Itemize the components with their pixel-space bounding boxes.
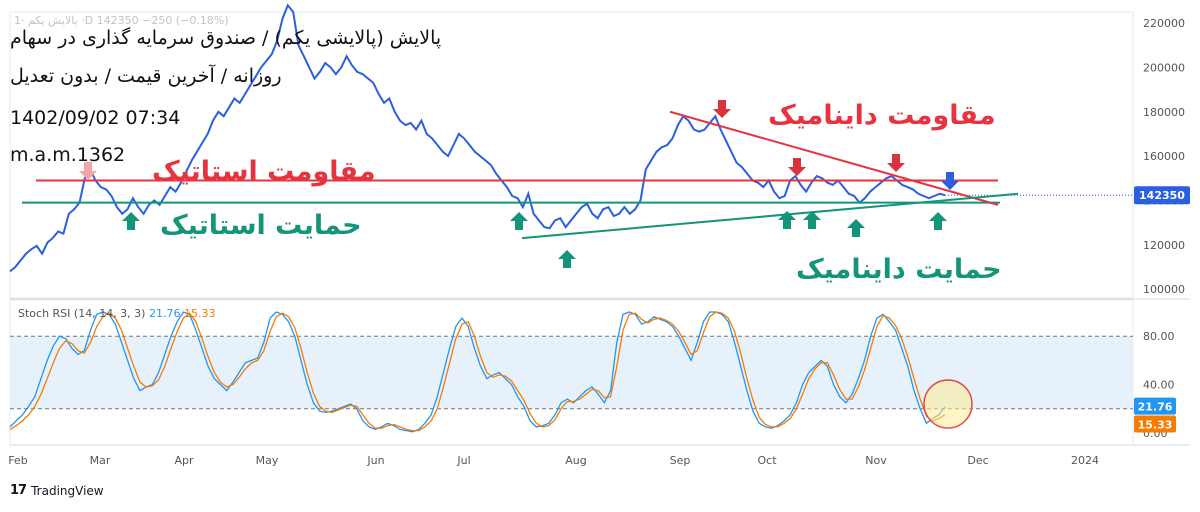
static-support-label: حمایت استاتیک bbox=[160, 210, 362, 241]
price-axis-tick: 160000 bbox=[1143, 150, 1185, 163]
down-arrow-icon bbox=[79, 162, 97, 180]
stoch-title: Stoch RSI (14, 14, 3, 3) bbox=[18, 307, 146, 320]
stoch-d-badge bbox=[1134, 415, 1176, 433]
up-arrow-icon bbox=[778, 211, 796, 229]
time-axis-tick: May bbox=[256, 454, 279, 467]
static-resistance-label: مقاومت استاتیک bbox=[152, 156, 376, 187]
stoch-line-1 bbox=[9, 311, 946, 432]
down-arrow-icon bbox=[713, 100, 731, 118]
chart-title: پالایش (پالایشی یکم) / صندوق سرمایه گذار… bbox=[10, 27, 442, 49]
dynamic-support-label: حمایت داینامیک bbox=[796, 254, 1002, 285]
time-axis-tick: Feb bbox=[8, 454, 27, 467]
time-axis-tick: Oct bbox=[757, 454, 777, 467]
time-axis-tick: Sep bbox=[670, 454, 691, 467]
last-price-label: 142350 bbox=[1139, 189, 1185, 202]
chart-datetime: 1402/09/02 07:34 bbox=[10, 107, 181, 129]
dynamic-resistance-line bbox=[669, 110, 999, 206]
stoch-line-0 bbox=[9, 311, 946, 433]
chart-subtitle: روزانه / آخرین قیمت / بدون تعدیل bbox=[10, 65, 282, 87]
price-pane-frame bbox=[9, 11, 1134, 299]
price-axis-tick: 100000 bbox=[1143, 283, 1185, 296]
up-arrow-icon bbox=[122, 212, 140, 230]
tradingview-logo[interactable]: 17 TradingView bbox=[10, 483, 104, 498]
last-price-badge bbox=[1134, 186, 1190, 205]
time-axis-tick: Aug bbox=[565, 454, 586, 467]
time-axis-tick: 2024 bbox=[1071, 454, 1099, 467]
down-arrow-icon bbox=[941, 172, 959, 190]
stoch-d-badge-label: 15.33 bbox=[1138, 418, 1173, 431]
tradingview-logo-text: TradingView bbox=[31, 483, 104, 498]
stoch-k-badge-label: 21.76 bbox=[1138, 401, 1173, 414]
price-axis-tick: 180000 bbox=[1143, 106, 1185, 119]
price-axis-tick: 120000 bbox=[1143, 239, 1185, 252]
stoch-highlight-circle bbox=[923, 379, 973, 429]
up-arrow-icon bbox=[929, 212, 947, 230]
stoch-axis-tick: 80.00 bbox=[1143, 330, 1175, 343]
chart-author: m.a.m.1362 bbox=[10, 144, 126, 166]
time-axis-tick: Nov bbox=[865, 454, 887, 467]
time-axis-tick: Dec bbox=[967, 454, 988, 467]
price-axis-tick: 220000 bbox=[1143, 17, 1185, 30]
up-arrow-icon bbox=[510, 212, 528, 230]
price-axis-tick: 200000 bbox=[1143, 61, 1185, 74]
stoch-d-value: 15.33 bbox=[183, 307, 216, 320]
stoch-k-value: 21.76 bbox=[148, 307, 181, 320]
down-arrow-icon bbox=[887, 154, 905, 172]
faded-symbol: پالایش یکم ·1 ·D 142350 −250 (−0.18%) bbox=[14, 14, 229, 27]
dynamic-support-line bbox=[521, 192, 1019, 240]
time-axis-tick: Apr bbox=[174, 454, 194, 467]
stoch-legend: Stoch RSI (14, 14, 3, 3) 21.76 15.33 bbox=[18, 307, 215, 320]
stoch-k-badge bbox=[1134, 397, 1176, 415]
stoch-axis-tick: 40.00 bbox=[1143, 379, 1175, 392]
price-line bbox=[9, 3, 946, 273]
tradingview-logo-icon: 17 bbox=[10, 483, 27, 498]
dynamic-resistance-label: مقاومت داینامیک bbox=[768, 100, 996, 131]
up-arrow-icon bbox=[558, 250, 576, 268]
down-arrow-icon bbox=[788, 158, 806, 176]
time-axis-tick: Mar bbox=[90, 454, 111, 467]
up-arrow-icon bbox=[803, 211, 821, 229]
time-axis-tick: Jul bbox=[456, 454, 470, 467]
up-arrow-icon bbox=[847, 219, 865, 237]
time-axis-tick: Jun bbox=[366, 454, 384, 467]
